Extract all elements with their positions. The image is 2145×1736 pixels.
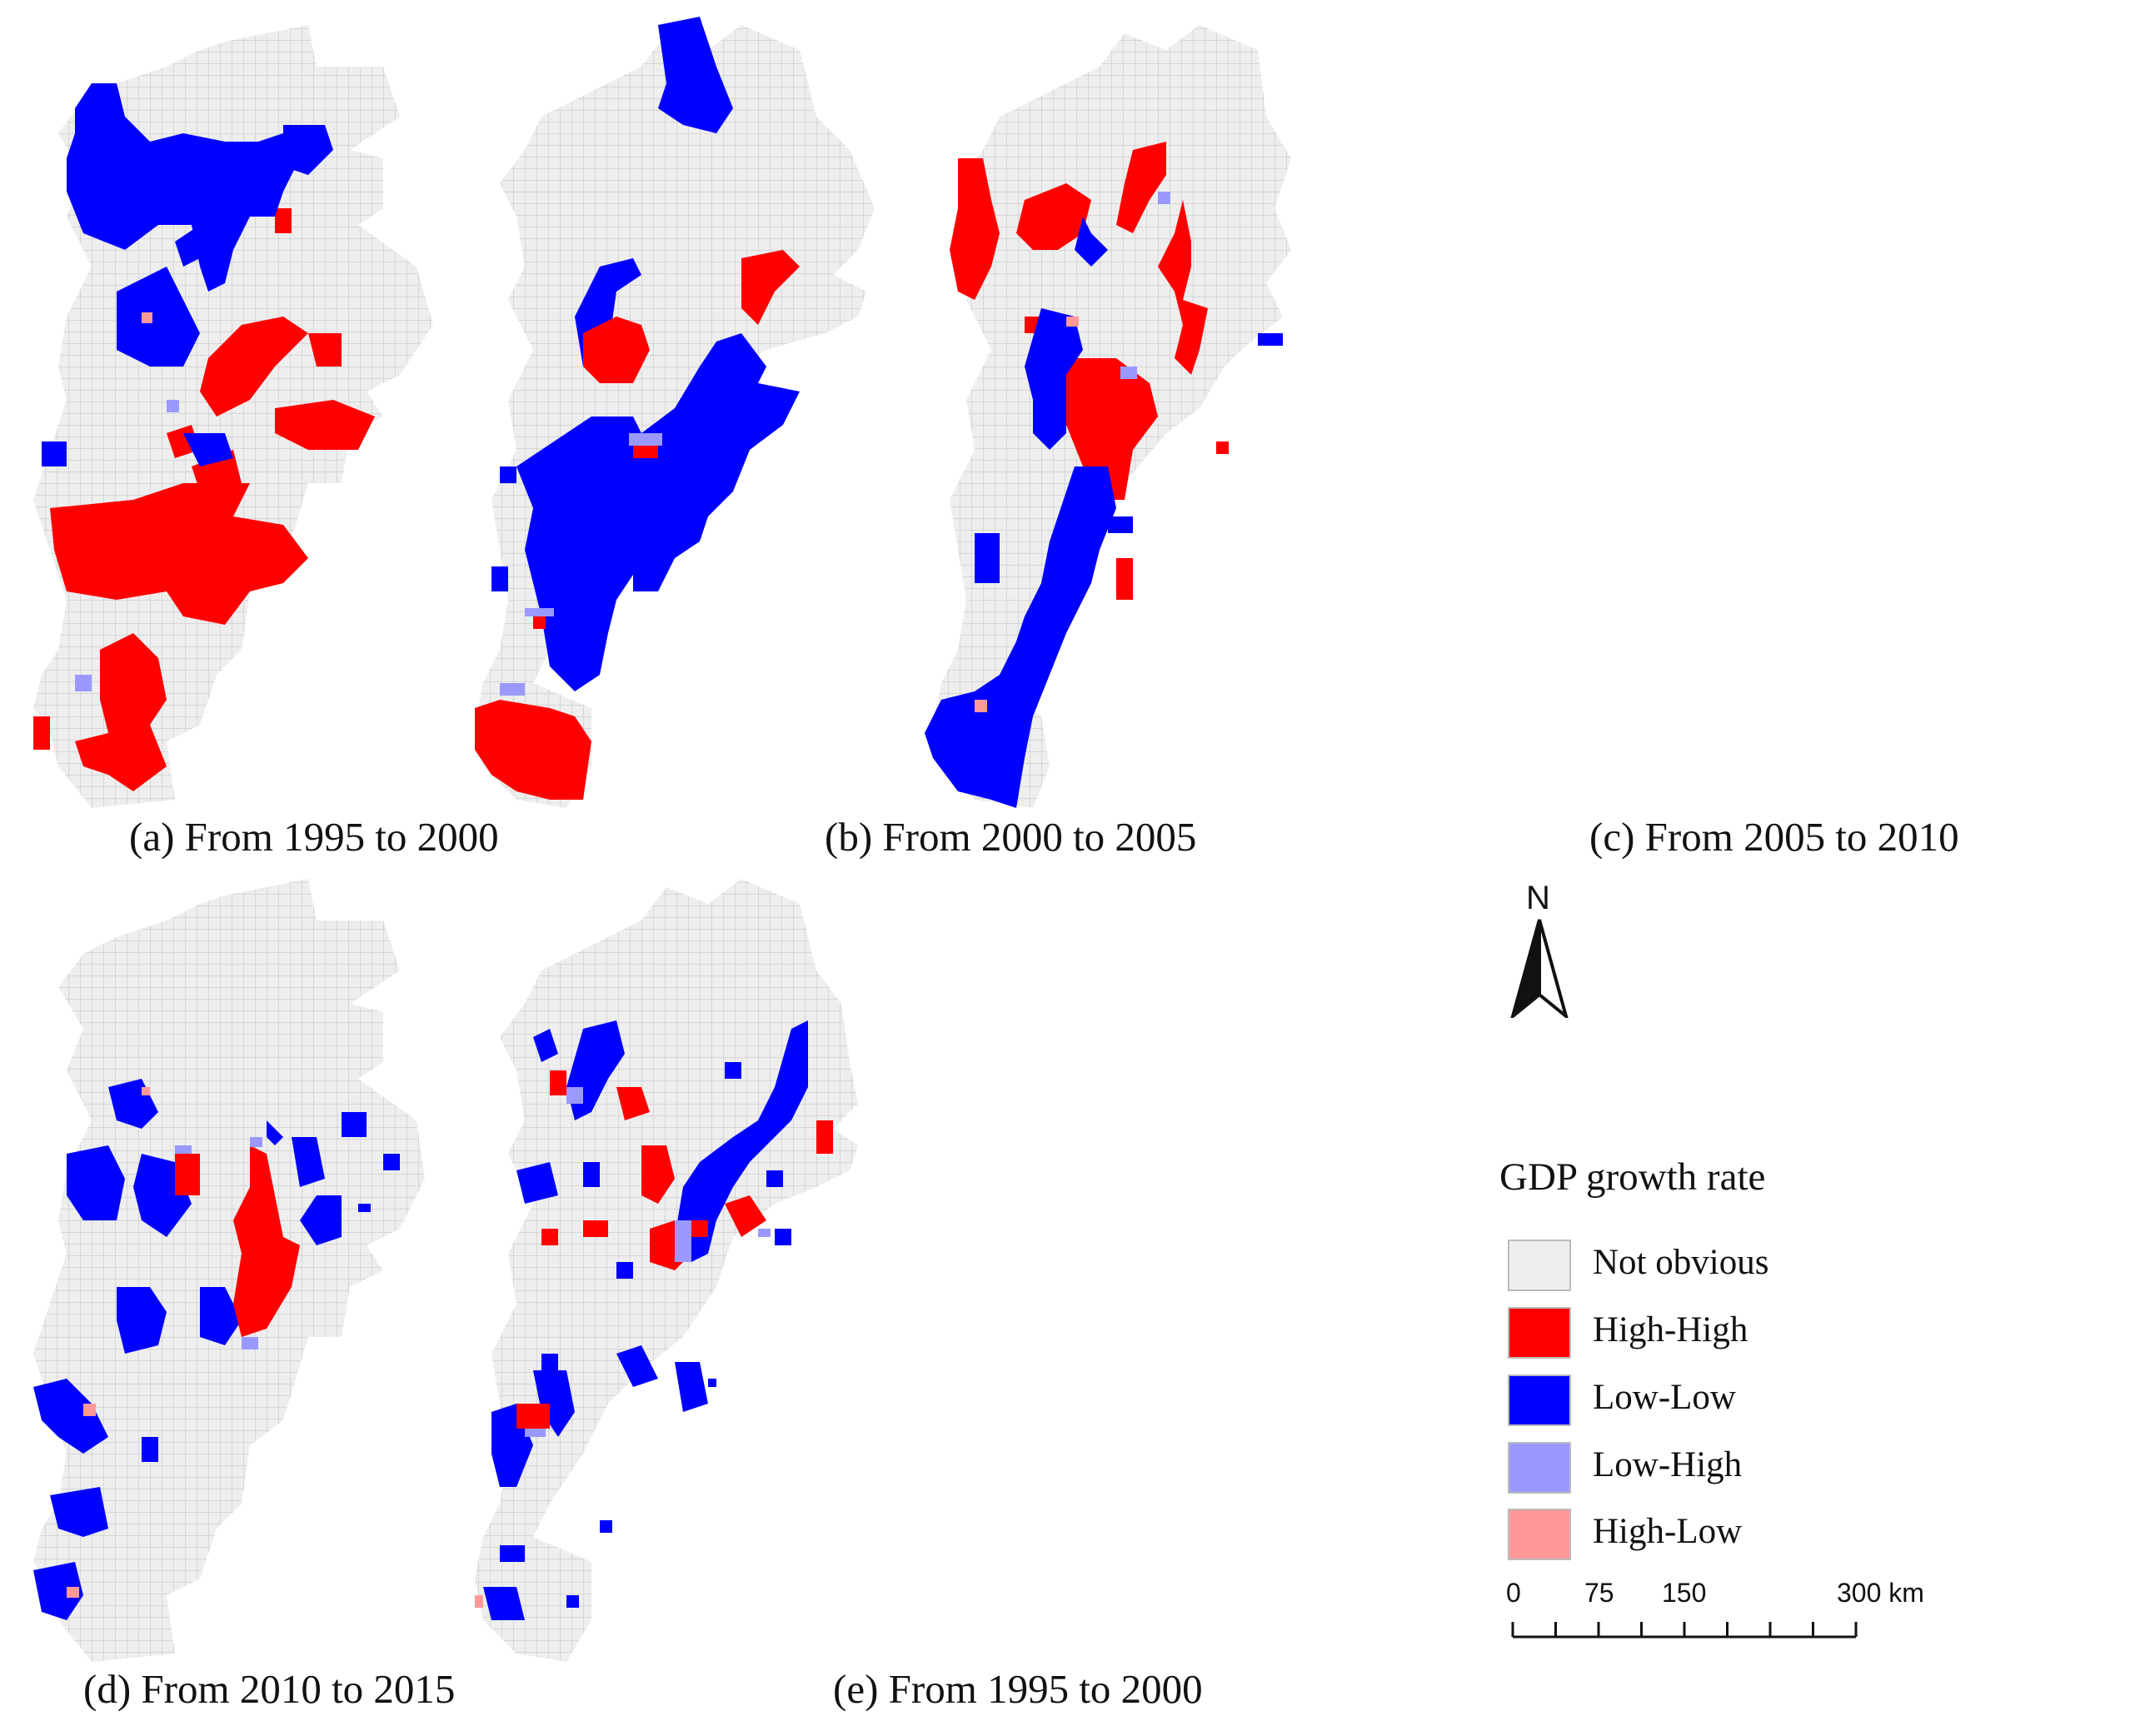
caption-panel-e: (e) From 1995 to 2000 (833, 1666, 1203, 1712)
low-low-clusters (491, 17, 800, 691)
legend-label: High-High (1593, 1310, 1748, 1349)
caption-panel-d: (d) From 2010 to 2015 (83, 1666, 456, 1712)
scale-label-75: 75 (1584, 1578, 1614, 1608)
legend-title: GDP growth rate (1499, 1155, 1766, 1199)
legend-label: Low-High (1593, 1445, 1743, 1484)
high-low-clusters (142, 312, 152, 323)
scale-bar (1511, 1622, 1858, 1639)
low-high-clusters (500, 433, 662, 696)
legend-label: Not obvious (1593, 1243, 1769, 1282)
low-high-clusters (75, 400, 179, 691)
high-low-clusters (975, 317, 1079, 712)
legend-swatch-low-low (1508, 1374, 1571, 1426)
north-letter: N (1526, 880, 1550, 916)
scale-label-300: 300 km (1837, 1578, 1924, 1608)
legend-swatch-not-obvious (1508, 1240, 1571, 1291)
legend-swatch-high-high (1508, 1307, 1571, 1359)
legend-label: Low-Low (1593, 1378, 1736, 1417)
high-low-clusters (475, 1595, 483, 1608)
caption-panel-b: (b) From 2000 to 2005 (825, 814, 1197, 860)
high-high-clusters (950, 142, 1229, 600)
map-panel-a (33, 25, 433, 808)
low-high-clusters (1120, 192, 1170, 379)
scale-label-0: 0 (1506, 1578, 1521, 1608)
low-low-clusters (925, 217, 1283, 808)
map-panel-c (925, 25, 1291, 808)
low-high-clusters (175, 1137, 262, 1349)
map-panel-e (475, 879, 858, 1662)
high-low-clusters (67, 1087, 150, 1598)
caption-panel-a: (a) From 1995 to 2000 (129, 814, 499, 860)
legend-swatch-high-low (1508, 1509, 1571, 1560)
north-arrow-icon (1510, 919, 1569, 1018)
low-low-clusters (483, 1020, 808, 1620)
caption-panel-c: (c) From 2005 to 2010 (1589, 814, 1959, 860)
high-high-clusters (175, 1145, 300, 1337)
region-not-obvious (475, 879, 858, 1662)
map-panel-b (475, 17, 875, 808)
high-high-clusters (516, 1070, 833, 1429)
scale-label-150: 150 (1662, 1578, 1707, 1608)
map-panel-d (33, 879, 425, 1662)
legend-swatch-low-high (1508, 1442, 1571, 1494)
region-not-obvious (33, 879, 425, 1662)
low-high-clusters (525, 1087, 771, 1437)
low-low-clusters (42, 83, 333, 466)
legend-label: High-Low (1593, 1512, 1743, 1551)
high-high-clusters (33, 208, 375, 791)
